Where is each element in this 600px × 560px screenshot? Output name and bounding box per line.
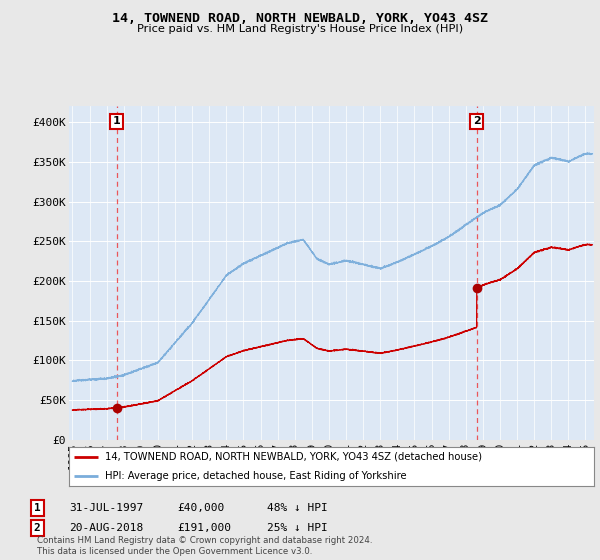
Text: 48% ↓ HPI: 48% ↓ HPI: [267, 503, 328, 513]
Text: 20-AUG-2018: 20-AUG-2018: [69, 523, 143, 533]
Text: 2: 2: [34, 523, 41, 533]
Text: 2: 2: [473, 116, 481, 127]
Text: Price paid vs. HM Land Registry's House Price Index (HPI): Price paid vs. HM Land Registry's House …: [137, 24, 463, 34]
Text: 1: 1: [113, 116, 121, 127]
Text: £191,000: £191,000: [177, 523, 231, 533]
Text: 31-JUL-1997: 31-JUL-1997: [69, 503, 143, 513]
Text: 14, TOWNEND ROAD, NORTH NEWBALD, YORK, YO43 4SZ: 14, TOWNEND ROAD, NORTH NEWBALD, YORK, Y…: [112, 12, 488, 25]
Text: 25% ↓ HPI: 25% ↓ HPI: [267, 523, 328, 533]
Text: HPI: Average price, detached house, East Riding of Yorkshire: HPI: Average price, detached house, East…: [105, 471, 406, 481]
Text: 14, TOWNEND ROAD, NORTH NEWBALD, YORK, YO43 4SZ (detached house): 14, TOWNEND ROAD, NORTH NEWBALD, YORK, Y…: [105, 452, 482, 462]
Text: 1: 1: [34, 503, 41, 513]
Text: £40,000: £40,000: [177, 503, 224, 513]
Text: Contains HM Land Registry data © Crown copyright and database right 2024.
This d: Contains HM Land Registry data © Crown c…: [37, 536, 373, 556]
